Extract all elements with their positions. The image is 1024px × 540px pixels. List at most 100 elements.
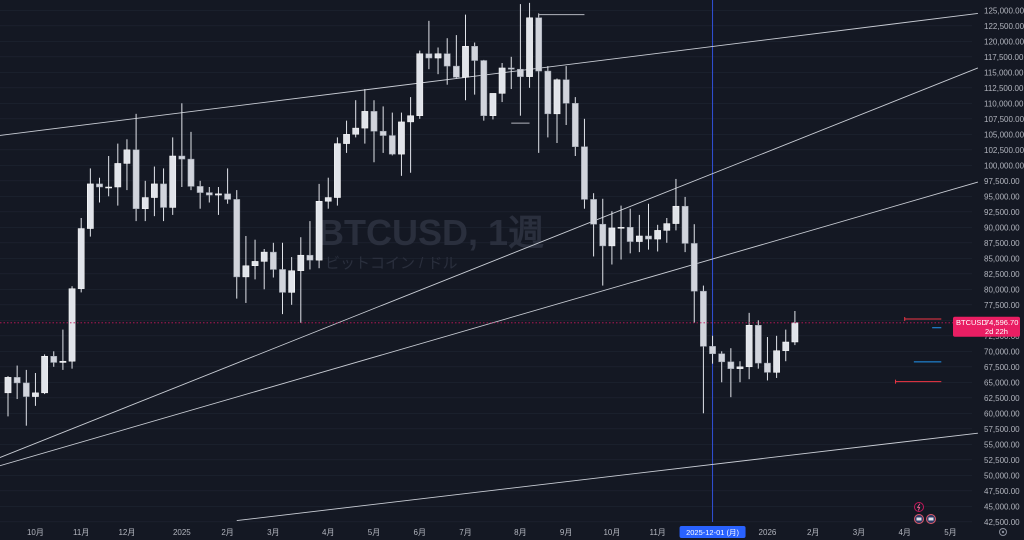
event-icons[interactable] — [914, 502, 936, 524]
symbol-watermark: BTCUSD, 1週 ビットコイン / ドル — [318, 212, 544, 272]
candle-body — [462, 46, 469, 78]
candle-body — [599, 223, 607, 247]
candle-body — [178, 155, 186, 160]
candle-body — [279, 269, 286, 293]
trendline[interactable] — [0, 67, 979, 458]
candle-body — [215, 193, 222, 196]
candle-body — [645, 235, 652, 240]
candle-body — [407, 115, 414, 123]
price-tick-label: 55,000.00 — [984, 440, 1020, 449]
candle-body — [4, 377, 12, 394]
candle-body — [334, 143, 341, 198]
crosshair-date-label: 2025-12-01 (月) — [686, 528, 739, 537]
candle-body — [700, 290, 707, 347]
time-tick-label: 5月 — [944, 528, 956, 537]
time-tick-label: 2月 — [221, 528, 233, 537]
candle-body — [324, 197, 332, 202]
horizontal-markers[interactable] — [511, 14, 942, 384]
candle-body — [224, 193, 231, 200]
candle-body — [196, 186, 204, 193]
price-tick-label: 77,500.00 — [984, 301, 1020, 310]
candle-body — [681, 205, 689, 244]
candle-body — [745, 325, 753, 368]
candle-body — [361, 111, 369, 129]
price-tick-label: 90,000.00 — [984, 223, 1020, 232]
settings-icon[interactable] — [999, 528, 1007, 536]
bar-countdown: 2d 22h — [985, 327, 1008, 336]
time-tick-label: 5月 — [368, 528, 380, 537]
candle-body — [498, 67, 506, 94]
time-tick-label: 9月 — [560, 528, 572, 537]
time-tick-label: 11月 — [73, 528, 89, 537]
candle-body — [544, 70, 552, 115]
price-tick-label: 122,500.00 — [984, 22, 1024, 31]
candle-body — [105, 186, 113, 189]
event-flag-mark — [928, 517, 934, 521]
candle-body — [242, 265, 250, 278]
price-tick-label: 65,000.00 — [984, 378, 1020, 387]
candle-body — [22, 382, 30, 397]
candle-body — [791, 322, 799, 343]
candle-body — [141, 197, 149, 209]
candle-body — [471, 46, 478, 61]
last-price-value: 74,596.70 — [985, 318, 1018, 327]
candle-body — [205, 192, 213, 196]
candle-body — [379, 130, 387, 136]
candle-body — [709, 346, 716, 355]
candle-body — [526, 17, 533, 77]
candle-body — [453, 65, 460, 78]
price-tick-label: 102,500.00 — [984, 146, 1024, 155]
candle-body — [87, 183, 94, 229]
price-tick-label: 100,000.00 — [984, 161, 1024, 170]
price-tick-label: 92,500.00 — [984, 208, 1020, 217]
candle-body — [425, 53, 433, 59]
trendline[interactable] — [0, 181, 979, 467]
candle-body — [370, 111, 378, 132]
candle-body — [132, 149, 140, 209]
candle-body — [270, 251, 277, 270]
candle-body — [416, 53, 424, 116]
trendline[interactable] — [236, 432, 978, 522]
candles — [4, 2, 799, 426]
price-tick-label: 107,500.00 — [984, 115, 1024, 124]
candle-body — [59, 360, 67, 363]
price-tick-label: 50,000.00 — [984, 471, 1020, 480]
candle-body — [169, 155, 177, 208]
price-tick-label: 62,500.00 — [984, 394, 1020, 403]
price-tick-label: 60,000.00 — [984, 409, 1020, 418]
time-tick-label: 6月 — [414, 528, 426, 537]
trendline[interactable] — [0, 12, 978, 136]
candle-body — [160, 183, 167, 208]
candle-body — [13, 377, 21, 384]
alert-icon[interactable] — [914, 502, 924, 512]
candle-body — [315, 201, 323, 261]
price-tick-label: 117,500.00 — [984, 53, 1024, 62]
time-tick-label: 12月 — [118, 528, 135, 537]
trendlines[interactable] — [0, 12, 979, 522]
price-tick-label: 47,500.00 — [984, 487, 1020, 496]
time-tick-label: 4月 — [322, 528, 334, 537]
time-axis[interactable]: 10月 11月 12月 2025 2月 3月 4月 5月 6月 7月 8月 9月 10月 11月 2026 2… — [27, 528, 957, 537]
candle-body — [663, 223, 671, 231]
price-tick-label: 115,000.00 — [984, 68, 1024, 77]
candle-body — [114, 163, 122, 188]
candle-body — [617, 227, 625, 229]
price-tick-label: 45,000.00 — [984, 502, 1020, 511]
price-tick-label: 57,500.00 — [984, 425, 1020, 434]
last-price-symbol: BTCUSD — [956, 318, 987, 327]
price-tick-label: 97,500.00 — [984, 177, 1020, 186]
candle-body — [352, 127, 360, 135]
candle-body — [480, 60, 488, 116]
candle-body — [233, 199, 241, 278]
candle-body — [507, 67, 515, 70]
candle-body — [764, 362, 771, 373]
price-tick-label: 95,000.00 — [984, 192, 1020, 201]
event-flag-mark — [916, 517, 922, 521]
watermark-subtitle: ビットコイン / ドル — [325, 255, 458, 272]
candle-body — [443, 53, 451, 67]
time-tick-label: 10月 — [603, 528, 620, 537]
price-tick-label: 120,000.00 — [984, 37, 1024, 46]
axis-badges: 2025-12-01 (月) BTCUSD 74,596.70 2d 22h — [679, 316, 1020, 538]
